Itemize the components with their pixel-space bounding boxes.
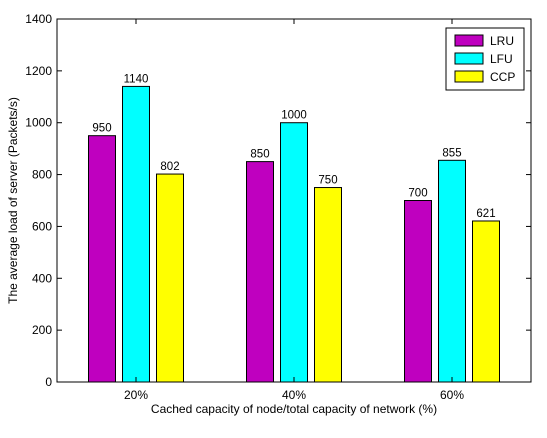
y-tick-label: 200 — [32, 323, 52, 337]
bar-lfu-1 — [122, 85, 150, 383]
y-tick-label: 0 — [45, 375, 52, 389]
data-label: 850 — [250, 149, 269, 161]
data-label: 1140 — [124, 73, 149, 85]
legend-label-lfu: LFU — [490, 52, 513, 66]
x-tick-label: 20% — [124, 388, 148, 402]
data-labels-group: 950 1140 802 850 1000 750 700 855 621 — [92, 73, 495, 220]
bar-ccp-1 — [156, 173, 184, 383]
y-tick-label: 1200 — [25, 64, 52, 78]
data-label: 1000 — [281, 110, 307, 122]
data-label: 750 — [318, 175, 337, 187]
legend-label-lru: LRU — [490, 34, 514, 48]
data-label: 855 — [442, 147, 461, 159]
bar-lru-3 — [404, 200, 432, 383]
bar-ccp-3 — [472, 220, 500, 383]
x-axis-label: Cached capacity of node/total capacity o… — [151, 402, 437, 416]
y-tick-label: 1400 — [25, 12, 52, 26]
y-tick-label: 800 — [32, 168, 52, 182]
y-axis-label: The average load of server (Packets/s) — [6, 97, 20, 304]
y-tick-label: 600 — [32, 219, 52, 233]
data-label: 700 — [408, 188, 427, 200]
x-tick-label: 60% — [440, 388, 464, 402]
legend-label-ccp: CCP — [490, 70, 515, 84]
data-label: 950 — [92, 123, 111, 135]
data-label: 802 — [160, 161, 179, 173]
bar-lfu-3 — [438, 159, 466, 383]
y-tick-label: 1000 — [25, 116, 52, 130]
axes-group: 0 200 400 600 800 1000 1200 1400 20% 40% 60% — [25, 12, 531, 402]
data-label: 621 — [476, 208, 495, 220]
x-tick-label: 40% — [282, 388, 306, 402]
y-tick-label: 400 — [32, 271, 52, 285]
bar-lfu-2 — [280, 122, 308, 383]
bar-ccp-2 — [314, 187, 342, 383]
bars-group — [88, 85, 500, 383]
bar-lru-1 — [88, 135, 116, 383]
legend-swatch-ccp — [454, 70, 484, 83]
legend-swatch-lru — [454, 34, 484, 47]
legend: LRU LFU CCP — [445, 27, 525, 91]
bar-lru-2 — [246, 161, 274, 383]
legend-swatch-lfu — [454, 52, 484, 65]
